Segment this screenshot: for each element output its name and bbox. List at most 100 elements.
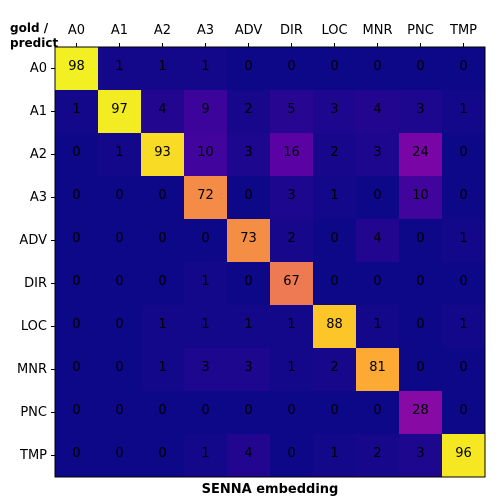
heatmap-cell-LOC-DIR [270, 305, 314, 349]
heatmap-cell-MNR-A1 [98, 348, 142, 392]
cell-value-LOC-PNC: 0 [416, 317, 424, 332]
heatmap-cell-A1-MNR [356, 90, 400, 134]
cell-value-DIR-LOC: 0 [330, 274, 338, 289]
cell-value-DIR-ADV: 0 [244, 274, 252, 289]
heatmap-cell-A3-MNR [356, 176, 400, 220]
y-tick-label-A2: A2 [30, 147, 47, 162]
cell-value-A0-ADV: 0 [244, 59, 252, 74]
cell-value-DIR-A3: 1 [201, 274, 209, 289]
cell-value-A0-A1: 1 [115, 59, 123, 74]
heatmap-cell-A1-PNC [399, 90, 443, 134]
y-tick-label-DIR: DIR [24, 276, 47, 291]
heatmap-cell-PNC-A3 [184, 391, 228, 435]
cell-value-LOC-A0: 0 [72, 317, 80, 332]
cell-value-TMP-A2: 0 [158, 446, 166, 461]
corner-label-line-1: gold / [10, 21, 49, 35]
heatmap-cell-DIR-A3 [184, 262, 228, 306]
heatmap-cell-A1-DIR [270, 90, 314, 134]
cell-value-A3-A3: 72 [197, 188, 214, 203]
heatmap-cell-PNC-A1 [98, 391, 142, 435]
cell-value-DIR-MNR: 0 [373, 274, 381, 289]
corner-label-line-2: predict [10, 36, 58, 50]
heatmap-cell-TMP-A3 [184, 434, 228, 478]
x-tick-label-ADV: ADV [235, 23, 263, 38]
cell-value-A1-DIR: 5 [287, 102, 295, 117]
cell-value-A1-A3: 9 [201, 102, 209, 117]
cell-value-A3-MNR: 0 [373, 188, 381, 203]
heatmap-cell-A2-TMP [442, 133, 486, 177]
cell-value-LOC-A2: 1 [158, 317, 166, 332]
heatmap-cell-A3-DIR [270, 176, 314, 220]
cell-value-A2-LOC: 2 [330, 145, 338, 160]
x-tick-label-A3: A3 [197, 23, 214, 38]
x-tick-label-A2: A2 [154, 23, 171, 38]
heatmap-cell-A0-MNR [356, 47, 400, 91]
heatmap-cell-A3-A3 [184, 176, 228, 220]
heatmap-cell-A2-DIR [270, 133, 314, 177]
cell-value-ADV-LOC: 0 [330, 231, 338, 246]
cell-value-PNC-TMP: 0 [459, 403, 467, 418]
cell-value-ADV-DIR: 2 [287, 231, 295, 246]
cell-value-MNR-A0: 0 [72, 360, 80, 375]
cell-value-A3-TMP: 0 [459, 188, 467, 203]
cell-value-ADV-MNR: 4 [373, 231, 381, 246]
x-axis-ticks: A0 A1 A2 A3 ADV DIR LOC MNR PNC TMP [68, 23, 477, 47]
heatmap-cell-ADV-A3 [184, 219, 228, 263]
heatmap-cell-ADV-TMP [442, 219, 486, 263]
cell-value-A2-A2: 93 [154, 145, 171, 160]
heatmap-cell-PNC-PNC [399, 391, 443, 435]
heatmap-cell-A2-A2 [141, 133, 185, 177]
y-tick-label-PNC: PNC [20, 405, 47, 420]
cell-value-PNC-ADV: 0 [244, 403, 252, 418]
cell-value-A2-A1: 1 [115, 145, 123, 160]
cell-value-A3-A2: 0 [158, 188, 166, 203]
heatmap-cell-A1-ADV [227, 90, 271, 134]
cell-value-A1-A2: 4 [158, 102, 166, 117]
cell-value-TMP-LOC: 1 [330, 446, 338, 461]
cell-value-A2-MNR: 3 [373, 145, 381, 160]
cell-value-MNR-TMP: 0 [459, 360, 467, 375]
heatmap-cell-MNR-PNC [399, 348, 443, 392]
heatmap-cell-A1-A0 [55, 90, 99, 134]
cell-value-A0-DIR: 0 [287, 59, 295, 74]
cell-value-ADV-A3: 0 [201, 231, 209, 246]
cell-value-DIR-A0: 0 [72, 274, 80, 289]
cell-value-MNR-DIR: 1 [287, 360, 295, 375]
cell-value-DIR-DIR: 67 [283, 274, 300, 289]
heatmap-cell-PNC-TMP [442, 391, 486, 435]
cell-value-LOC-A1: 0 [115, 317, 123, 332]
heatmap-cell-DIR-ADV [227, 262, 271, 306]
y-tick-label-A1: A1 [30, 104, 47, 119]
cell-value-A3-A0: 0 [72, 188, 80, 203]
heatmap-cell-MNR-TMP [442, 348, 486, 392]
heatmap-cell-ADV-PNC [399, 219, 443, 263]
cell-value-TMP-A3: 1 [201, 446, 209, 461]
cell-value-A2-ADV: 3 [244, 145, 252, 160]
x-tick-label-LOC: LOC [321, 23, 347, 38]
y-tick-label-ADV: ADV [19, 233, 47, 248]
heatmap-cell-MNR-A3 [184, 348, 228, 392]
heatmap-cell-MNR-LOC [313, 348, 357, 392]
cell-value-LOC-ADV: 1 [244, 317, 252, 332]
cell-value-A1-A0: 1 [72, 102, 80, 117]
heatmap-cell-A0-PNC [399, 47, 443, 91]
heatmap-cell-A1-LOC [313, 90, 357, 134]
heatmap-cell-DIR-TMP [442, 262, 486, 306]
cell-value-TMP-DIR: 0 [287, 446, 295, 461]
heatmap-cell-DIR-MNR [356, 262, 400, 306]
cell-value-PNC-A1: 0 [115, 403, 123, 418]
heatmap-cell-A0-DIR [270, 47, 314, 91]
heatmap-cell-PNC-DIR [270, 391, 314, 435]
x-tick-label-A1: A1 [111, 23, 128, 38]
cell-value-TMP-A1: 0 [115, 446, 123, 461]
cell-value-A0-A2: 1 [158, 59, 166, 74]
heatmap-cell-DIR-A0 [55, 262, 99, 306]
heatmap-cell-TMP-A2 [141, 434, 185, 478]
cell-value-LOC-TMP: 1 [459, 317, 467, 332]
heatmap-cell-TMP-A0 [55, 434, 99, 478]
cell-value-DIR-PNC: 0 [416, 274, 424, 289]
cell-value-TMP-MNR: 2 [373, 446, 381, 461]
cell-value-A1-PNC: 3 [416, 102, 424, 117]
cell-value-A3-DIR: 3 [287, 188, 295, 203]
y-tick-label-LOC: LOC [21, 319, 47, 334]
